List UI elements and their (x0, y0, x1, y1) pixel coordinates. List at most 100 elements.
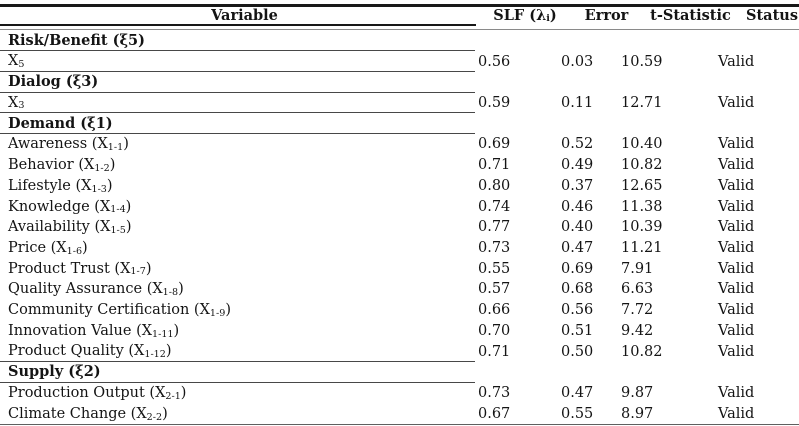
variable-label: Knowledge (X1-4) (8, 198, 132, 216)
t-statistic-value-cell: 8.97 (618, 403, 715, 424)
t-statistic-value: 7.91 (621, 260, 654, 277)
status-value: Valid (718, 322, 755, 339)
slf-value-cell: 0.74 (475, 196, 557, 217)
error-value: 0.40 (561, 219, 594, 236)
variable-label: Product Trust (X1-7) (8, 260, 152, 278)
error-header-cell: Error (557, 5, 629, 25)
slf-value-cell: 0.71 (475, 341, 557, 362)
section-label: Demand (ξ1) (8, 114, 113, 132)
status-value: Valid (718, 219, 755, 236)
error-value-cell (557, 113, 618, 134)
slf-value: 0.74 (478, 198, 511, 215)
status-value: Valid (718, 260, 755, 277)
status-value-cell (715, 113, 799, 134)
status-value-cell: Valid (715, 93, 799, 114)
variable-label: X3 (8, 94, 25, 112)
slf-value-cell (475, 362, 557, 383)
variable-cell: Dialog (ξ3) (0, 72, 475, 93)
error-value: 0.47 (561, 385, 594, 402)
table-body: Risk/Benefit (ξ5) X5 0.56 0.03 10.59 Valid Dia… (0, 31, 799, 425)
status-value: Valid (718, 53, 755, 70)
section-header-row: Dialog (ξ3) (0, 72, 799, 93)
error-value: 0.03 (561, 53, 594, 70)
status-value: Valid (718, 136, 755, 153)
indicator-row: Availability (X1-5) 0.77 0.40 10.39 Valid (0, 217, 799, 238)
error-value-cell (557, 31, 618, 52)
status-value-cell: Valid (715, 217, 799, 238)
variable-cell: Lifestyle (X1-3) (0, 176, 475, 197)
status-value: Valid (718, 302, 755, 319)
variable-cell: Community Certification (X1-9) (0, 300, 475, 321)
slf-value: 0.71 (478, 343, 511, 360)
slf-value-cell: 0.59 (475, 93, 557, 114)
slf-value: 0.69 (478, 136, 511, 153)
t-statistic-value-cell (618, 113, 715, 134)
slf-value: 0.59 (478, 95, 511, 112)
t-statistic-value-cell: 7.72 (618, 300, 715, 321)
indicator-row: Price (X1-6) 0.73 0.47 11.21 Valid (0, 238, 799, 259)
slf-value: 0.55 (478, 260, 511, 277)
slf-value: 0.73 (478, 240, 511, 257)
slf-value-cell (475, 113, 557, 134)
t-statistic-value: 7.72 (621, 302, 654, 319)
t-statistic-value-cell (618, 31, 715, 52)
section-label: Risk/Benefit (ξ5) (8, 31, 145, 49)
error-value: 0.52 (561, 136, 594, 153)
variable-cell: Knowledge (X1-4) (0, 196, 475, 217)
t-statistic-value: 6.63 (621, 281, 654, 298)
slf-value-cell: 0.80 (475, 176, 557, 197)
t-statistic-value: 10.59 (621, 53, 663, 70)
slf-value-cell (475, 31, 557, 52)
indicator-row: Product Quality (X1-12) 0.71 0.50 10.82 Vali… (0, 341, 799, 362)
indicator-row: Behavior (X1-2) 0.71 0.49 10.82 Valid (0, 155, 799, 176)
variable-header-cell: Variable (0, 5, 475, 25)
error-value-cell: 0.51 (557, 321, 618, 342)
error-value-cell: 0.69 (557, 258, 618, 279)
variable-label: Product Quality (X1-12) (8, 343, 172, 360)
status-value: Valid (718, 177, 755, 194)
t-statistic-value: 12.65 (621, 177, 663, 194)
t-statistic-value-cell: 10.40 (618, 134, 715, 155)
t-statistic-value: 9.87 (621, 385, 654, 402)
variable-label: Lifestyle (X1-3) (8, 177, 113, 195)
section-header-row: Supply (ξ2) (0, 362, 799, 383)
slf-value-cell: 0.73 (475, 238, 557, 259)
t-statistic-value: 12.71 (621, 95, 663, 112)
status-value-cell: Valid (715, 238, 799, 259)
t-statistic-value-cell: 9.87 (618, 383, 715, 404)
error-value-cell: 0.37 (557, 176, 618, 197)
status-value-cell (715, 362, 799, 383)
indicator-row: Knowledge (X1-4) 0.74 0.46 11.38 Valid (0, 196, 799, 217)
error-value: 0.68 (561, 281, 594, 298)
slf-value-cell: 0.67 (475, 403, 557, 424)
indicator-row: Awareness (X1-1) 0.69 0.52 10.40 Valid (0, 134, 799, 155)
t-statistic-value: 9.42 (621, 322, 654, 339)
header-rule (0, 29, 799, 31)
slf-value-cell: 0.66 (475, 300, 557, 321)
variable-cell: Availability (X1-5) (0, 217, 475, 238)
status-value: Valid (718, 281, 755, 298)
variable-cell: Demand (ξ1) (0, 113, 475, 135)
indicator-row: Innovation Value (X1-11) 0.70 0.51 9.42 Vali… (0, 321, 799, 342)
section-label: Dialog (ξ3) (8, 73, 99, 91)
t-statistic-value: 11.38 (621, 198, 663, 215)
table-bottom-rule (0, 423, 799, 425)
slf-value: 0.57 (478, 281, 511, 298)
column-header-status: Status (746, 6, 798, 24)
variable-cell: Price (X1-6) (0, 238, 475, 259)
slf-value: 0.67 (478, 405, 511, 422)
slf-value-cell: 0.73 (475, 383, 557, 404)
status-value-cell: Valid (715, 51, 799, 72)
indicator-row: X3 0.59 0.11 12.71 Valid (0, 93, 799, 114)
status-value-cell (715, 72, 799, 93)
indicator-row: Product Trust (X1-7) 0.55 0.69 7.91 Valid (0, 258, 799, 279)
variable-cell: Innovation Value (X1-11) (0, 321, 475, 342)
variable-label: Innovation Value (X1-11) (8, 322, 180, 340)
variable-label: Price (X1-6) (8, 240, 88, 257)
status-value-cell (715, 31, 799, 52)
slf-value: 0.80 (478, 177, 511, 194)
error-value: 0.50 (561, 343, 594, 360)
error-value: 0.49 (561, 157, 594, 174)
slf-value-cell: 0.70 (475, 321, 557, 342)
